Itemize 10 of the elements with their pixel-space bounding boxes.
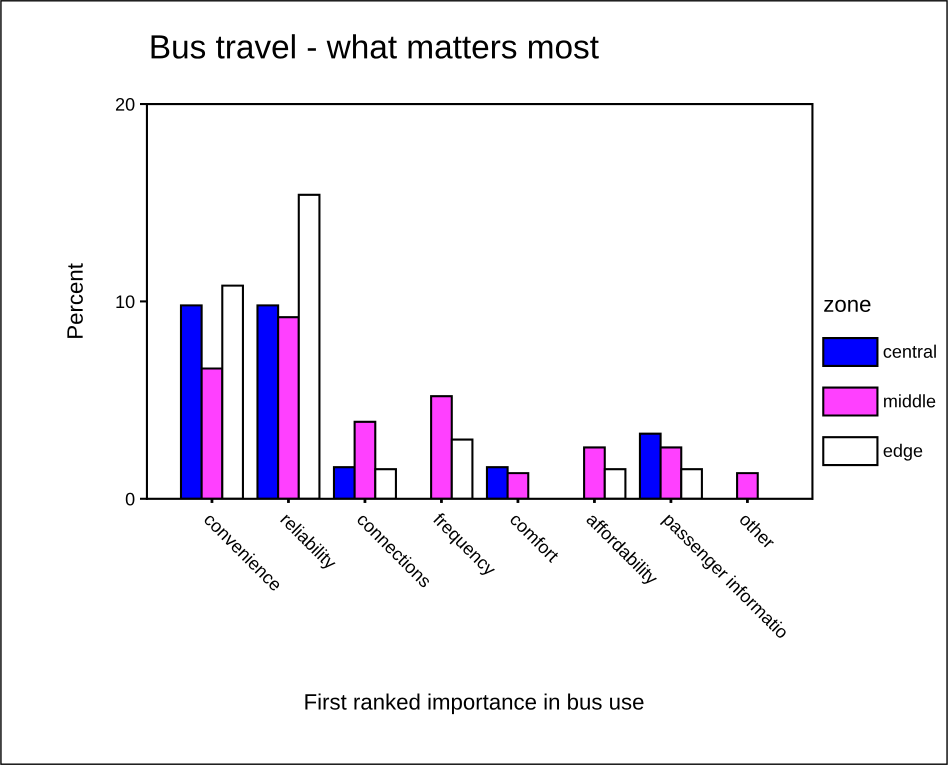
legend-label: central <box>884 344 936 358</box>
legend-title: zone <box>824 300 870 312</box>
chart-title: Bus travel - what matters most <box>152 34 599 59</box>
legend-label: edge <box>884 444 922 461</box>
y-tick-label: 0 <box>126 492 134 506</box>
y-tick-label: 10 <box>116 295 134 308</box>
y-tick-label: 20 <box>116 98 134 111</box>
y-axis-title: Percent <box>67 263 83 338</box>
legend-label: middle <box>884 394 936 408</box>
x-axis-title: First ranked importance in bus use <box>305 693 644 714</box>
